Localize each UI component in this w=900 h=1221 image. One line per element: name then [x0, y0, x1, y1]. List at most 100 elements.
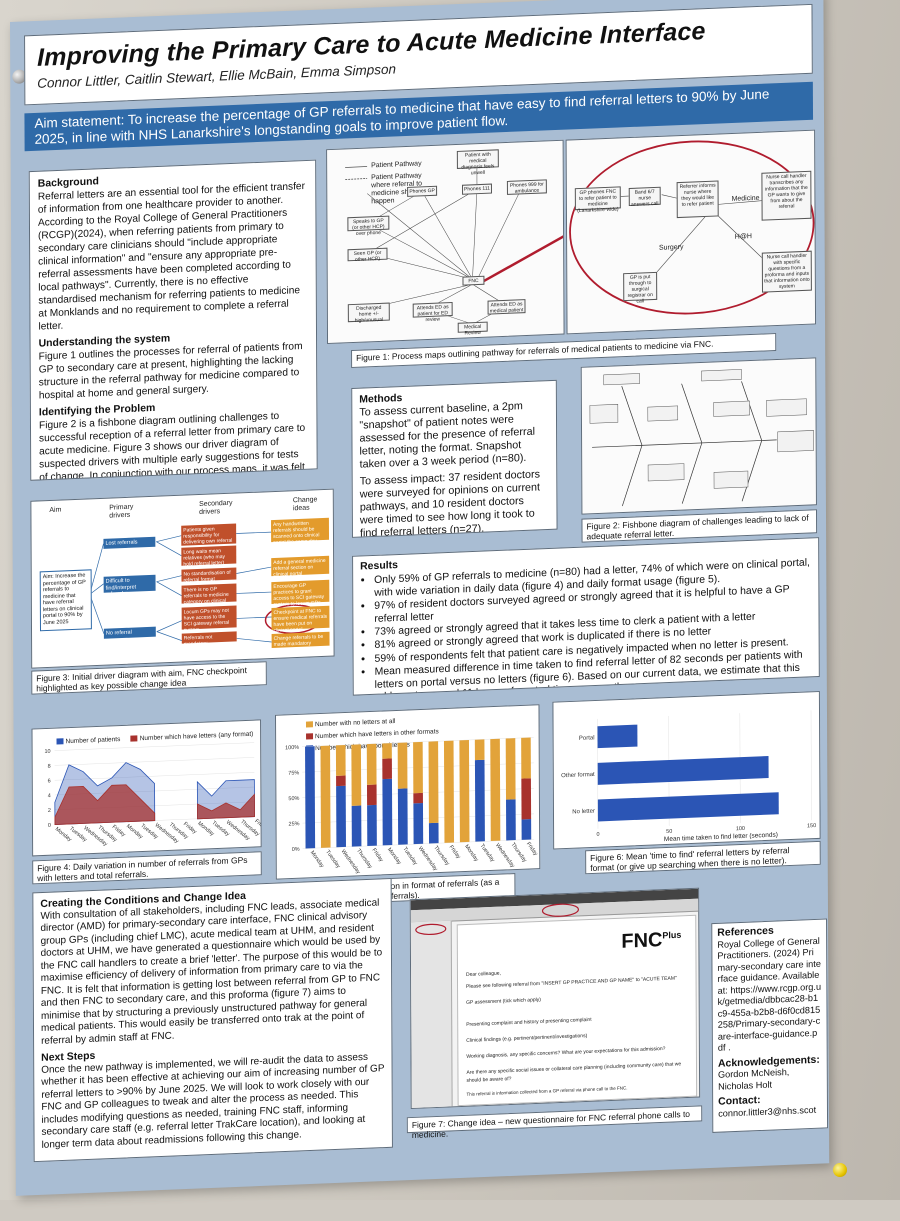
- fig5-xtick: Monday: [463, 844, 479, 863]
- fig7-line: Presenting complaint and history of pres…: [466, 1012, 686, 1029]
- node-attends-ed-medical: Attends ED as medical patient: [488, 299, 526, 315]
- fig5-bar-segment: [475, 760, 485, 842]
- figure5-chart: Number with no letters at all Number whi…: [275, 704, 540, 879]
- problem-text: Figure 2 is a fishbone diagram outlining…: [39, 409, 309, 481]
- fig4-ytick: 6: [48, 778, 51, 784]
- fig4-ytick: 4: [48, 793, 51, 799]
- fig5-ytick: 75%: [288, 770, 299, 776]
- node-phones-999: Phones 999 for ambulance: [507, 179, 547, 195]
- fig5-xtick: Friday: [525, 841, 539, 857]
- figure7-screenshot: FNCPlus Dear colleague, Please see follo…: [410, 888, 700, 1109]
- node-patient-unwell: Patient with medical diagnosis feels unw…: [457, 149, 499, 169]
- fig5-bar-segment: [459, 740, 469, 842]
- dd-primary-lost: Lost referrals: [103, 537, 155, 549]
- fig5-ytick: 0%: [292, 847, 300, 853]
- fig6-bar: [597, 725, 637, 749]
- fishbone-lines: [582, 358, 817, 514]
- conditions-text: With consultation of all stakeholders, i…: [40, 897, 384, 1048]
- fig5-xtick: Tuesday: [479, 843, 496, 863]
- node-speaks-gp: Speaks to GP (or other HCP) over phone: [347, 216, 389, 232]
- dd-primary-none: No referral: [104, 627, 156, 639]
- fig5-bar-segment: [382, 779, 392, 846]
- references-text: Royal College of General Practitioners. …: [717, 935, 821, 1054]
- dd-secondary-0: Patients given responsibility for delive…: [181, 524, 236, 546]
- fig5-xtick: Monday: [386, 847, 402, 866]
- node-seen-gp: Seen GP (or other HCP): [348, 248, 388, 262]
- fig5-bar-segment: [413, 742, 423, 793]
- fig5-bar-segment: [305, 746, 315, 848]
- node-phones-gp: Phones GP: [407, 186, 437, 197]
- figure2-fishbone: [581, 357, 817, 514]
- results-panel: Results Only 59% of GP referrals to medi…: [352, 537, 820, 696]
- understanding-text: Figure 1 outlines the processes for refe…: [39, 340, 309, 403]
- fig5-bar-segment: [522, 819, 532, 840]
- figure3-driver-diagram: Aim Primary drivers Secondary drivers Ch…: [30, 489, 334, 669]
- node-attends-ed: Attends ED as patient for ED review: [413, 302, 453, 318]
- label-hah: H@H: [735, 233, 752, 242]
- methods-panel: Methods To assess current baseline, a 2p…: [351, 380, 557, 538]
- poster: Improving the Primary Care to Acute Medi…: [10, 0, 900, 1221]
- fig6-category-label: No letter: [572, 809, 595, 816]
- fig6-gridline: [811, 710, 812, 820]
- fig7-line: GP assessment (tick which apply): [466, 990, 686, 1007]
- fig5-xtick: Friday: [370, 847, 384, 863]
- node-referrer-informs: Referrer informs nurse where they would …: [677, 180, 719, 218]
- fig5-xtick: Tuesday: [401, 846, 418, 866]
- fig5-bar-segment: [336, 745, 346, 776]
- fig5-bar-segment: [429, 823, 439, 844]
- fig5-bar-segment: [475, 739, 485, 760]
- dd-change-0: Any handwritten referrals should be scan…: [271, 518, 329, 542]
- node-gp-surgical: GP is put through to surgical registrar …: [623, 272, 657, 301]
- fig5-bar-segment: [444, 741, 454, 843]
- figure1-process-map: Patient Pathway Patient Pathway where re…: [326, 140, 564, 344]
- dd-secondary-3: There is no GP referrals to medicine cat…: [182, 583, 237, 603]
- fig5-bar-segment: [429, 741, 439, 823]
- fnc-pathway-lines: [567, 131, 816, 335]
- node-band-nurse: Band 6/7 nurse answers call: [629, 187, 661, 206]
- fig5-bar-segment: [336, 786, 346, 848]
- fig5-ytick: 50%: [288, 796, 299, 802]
- dd-secondary-2: No standardisation of referral format: [181, 567, 236, 581]
- fig5-legend-none: Number with no letters at all: [306, 717, 395, 730]
- fig5-xtick: Tuesday: [324, 849, 341, 869]
- fig5-bar-segment: [367, 805, 377, 846]
- label-medicine: Medicine: [732, 195, 760, 204]
- node-discharged: Discharged home +/- high/unusual: [348, 303, 390, 323]
- fig4-plot: 0246810MondayTuesdayWednesdayThursdayFri…: [33, 730, 262, 856]
- dd-change-2: Encourage GP practices to grant access t…: [271, 580, 329, 604]
- references-panel: References Royal College of General Prac…: [711, 919, 828, 1133]
- fig6-xtick: 0: [596, 832, 599, 838]
- fig5-bar-segment: [506, 799, 516, 840]
- node-medical-review: Medical Review: [458, 322, 488, 333]
- conditions-panel: Creating the Conditions and Change Idea …: [32, 878, 393, 1162]
- fig6-xtick: 150: [807, 823, 816, 829]
- dd-primary-difficult: Difficult to find/interpret referral: [104, 575, 156, 593]
- fig5-bar-segment: [490, 739, 500, 841]
- node-nurse-proforma: Nurse call handler with specific questio…: [762, 251, 812, 293]
- fig4-ytick: 0: [48, 823, 51, 829]
- fig7-line: Are there any specific social issues or …: [466, 1060, 686, 1085]
- background-panel: Background Referral letters are an essen…: [29, 160, 318, 481]
- figure1-fnc-pathway: GP phones FNC to refer patient to medici…: [566, 130, 816, 335]
- fig5-bar-segment: [367, 784, 377, 805]
- fig5-xtick: Friday: [448, 844, 462, 860]
- node-fnc: FNC: [462, 276, 484, 286]
- results-list: Only 59% of GP referrals to medicine (n=…: [360, 557, 812, 696]
- dd-change-3: Checkpoint at FNC to ensure medical refe…: [271, 606, 329, 630]
- figure4-chart: Number of patients Number which have let…: [32, 719, 262, 856]
- fig6-category-label: Other format: [561, 772, 595, 779]
- fig5-bar-segment: [352, 805, 362, 846]
- next-steps-text: Once the new pathway is implemented, we …: [41, 1051, 385, 1152]
- node-gp-phones-fnc: GP phones FNC to refer patient to medici…: [575, 186, 621, 210]
- dd-secondary-4: Locum GPs may not have access to the SCI…: [182, 605, 237, 629]
- fig5-bar-segment: [521, 778, 531, 819]
- fig5-bar-segment: [398, 788, 408, 844]
- dd-secondary-1: Long waits mean relatives (who may hold …: [181, 546, 236, 566]
- methods-text-1: To assess current baseline, a 2pm "snaps…: [359, 399, 549, 472]
- fnc-plus-logo: FNCPlus: [621, 928, 681, 953]
- fig5-bar-segment: [320, 746, 330, 848]
- fig5-bar-segment: [336, 776, 346, 787]
- fig5-bar-segment: [382, 758, 392, 779]
